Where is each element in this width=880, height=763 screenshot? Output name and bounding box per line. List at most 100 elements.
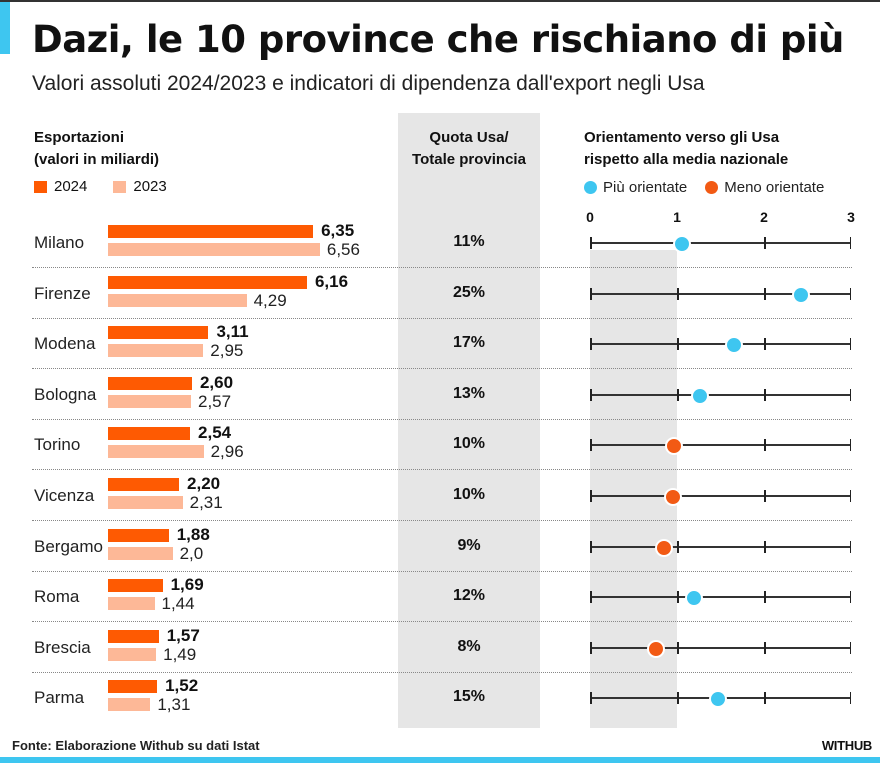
- orientation-axis-line: [590, 437, 851, 456]
- axis-tick: [590, 692, 592, 705]
- legend-label-less: Meno orientate: [724, 179, 825, 196]
- axis-tick: [590, 439, 592, 452]
- orientation-axis-line: [590, 589, 851, 608]
- axis-tick: [849, 540, 851, 553]
- province-label: Brescia: [34, 637, 91, 657]
- value-label-2024: 2,54: [198, 423, 232, 443]
- row-divider: [32, 418, 852, 420]
- value-label-2023: 1,31: [157, 695, 191, 715]
- chart-title: Dazi, le 10 province che rischiano di pi…: [32, 18, 844, 61]
- province-label: Bologna: [34, 384, 97, 404]
- dot-less-oriented: [664, 437, 683, 456]
- axis-tick: [590, 338, 592, 351]
- value-label-2023: 2,95: [210, 341, 244, 361]
- x-tick-label: 3: [847, 209, 855, 225]
- orientation-axis-line: [590, 639, 851, 658]
- table-row: Bologna 2,60 2,57 13%: [0, 370, 880, 420]
- axis-tick: [849, 439, 851, 452]
- axis-tick: [764, 338, 766, 351]
- quota-value: 10%: [452, 486, 486, 503]
- orientation-axis-line: [590, 386, 851, 405]
- axis-tick: [849, 388, 851, 401]
- value-label-2024: 1,57: [166, 625, 200, 645]
- bar-2024: [108, 680, 158, 694]
- quota-value: 17%: [452, 334, 486, 352]
- axis-tick: [764, 591, 766, 604]
- bar-2024: [108, 225, 314, 238]
- axis-tick: [764, 540, 766, 553]
- quota-value: 8%: [457, 637, 481, 655]
- legend-dot-more: [584, 181, 597, 194]
- province-label: Firenze: [34, 283, 91, 303]
- exports-header-line2: (valori in miliardi): [34, 151, 160, 168]
- value-label-2023: 2,96: [210, 442, 244, 462]
- bar-2023: [108, 496, 183, 509]
- axis-tick: [849, 591, 851, 604]
- axis-tick: [677, 338, 679, 351]
- orientation-legend: Più orientate Meno orientate: [584, 179, 824, 196]
- quota-value: 13%: [452, 384, 486, 402]
- province-label: Modena: [34, 334, 96, 354]
- quota-value: 11%: [453, 233, 485, 250]
- axis-tick: [590, 591, 592, 604]
- bar-2023: [108, 293, 247, 307]
- axis-tick: [677, 540, 679, 553]
- bar-2024: [108, 427, 191, 441]
- axis-tick: [677, 641, 679, 654]
- exports-legend: 2024 2023: [34, 178, 193, 195]
- bar-2023: [108, 394, 191, 408]
- x-tick-label: 0: [586, 209, 594, 225]
- x-tick-label: 1: [673, 209, 681, 225]
- axis-tick: [764, 237, 766, 249]
- brand-logo: WITHUB: [821, 738, 872, 753]
- axis-tick: [677, 287, 679, 300]
- legend-label-more: Più orientate: [603, 179, 688, 196]
- axis-tick: [590, 287, 592, 300]
- orientation-axis-line: [590, 336, 851, 355]
- value-label-2023: 4,29: [253, 290, 287, 310]
- dot-more-oriented: [673, 235, 692, 253]
- orientation-axis-line: [590, 285, 851, 304]
- value-label-2024: 1,69: [170, 575, 204, 595]
- axis-tick: [764, 287, 766, 300]
- axis-tick: [849, 641, 851, 654]
- axis-tick: [677, 692, 679, 705]
- axis-tick: [590, 237, 592, 249]
- value-label-2024: 2,20: [187, 474, 221, 493]
- value-label-2023: 2,31: [189, 493, 223, 512]
- bar-2024: [108, 376, 192, 390]
- bar-2024: [108, 629, 159, 643]
- row-divider: [32, 368, 852, 370]
- bar-2023: [108, 546, 173, 560]
- bar-2023: [108, 445, 204, 459]
- orientation-header-line1: Orientamento verso gli Usa: [584, 129, 780, 146]
- row-divider: [32, 671, 852, 673]
- table-row: Modena 3,11 2,95 17%: [0, 319, 880, 370]
- legend-label-2023: 2023: [133, 178, 167, 195]
- province-label: Parma: [34, 688, 85, 708]
- quota-column-bg: [398, 113, 540, 728]
- bar-2024: [108, 326, 209, 340]
- table-row: Bergamo 1,88 2,0 9%: [0, 522, 880, 572]
- table-row: Roma 1,69 1,44 12%: [0, 572, 880, 623]
- bar-2023: [108, 597, 155, 611]
- axis-tick: [849, 338, 851, 351]
- dot-more-oriented: [708, 690, 727, 709]
- axis-tick: [764, 490, 766, 502]
- bar-2023: [108, 647, 157, 661]
- dot-more-oriented: [724, 336, 743, 355]
- dot-more-oriented: [792, 285, 811, 304]
- legend-label-2024: 2024: [54, 178, 88, 195]
- accent-bar: [0, 2, 10, 54]
- value-label-2024: 2,60: [199, 372, 234, 392]
- value-label-2023: 2,57: [198, 391, 232, 411]
- dot-more-oriented: [690, 386, 709, 405]
- exports-header-line1: Esportazioni: [34, 129, 125, 146]
- quota-value: 15%: [452, 688, 486, 706]
- value-label-2023: 1,49: [163, 644, 197, 664]
- axis-tick: [677, 388, 679, 401]
- orientation-header: Orientamento verso gli Usa rispetto alla…: [584, 127, 788, 171]
- x-tick-label: 2: [760, 209, 768, 225]
- bar-2023: [108, 344, 204, 358]
- bar-2023: [108, 243, 320, 256]
